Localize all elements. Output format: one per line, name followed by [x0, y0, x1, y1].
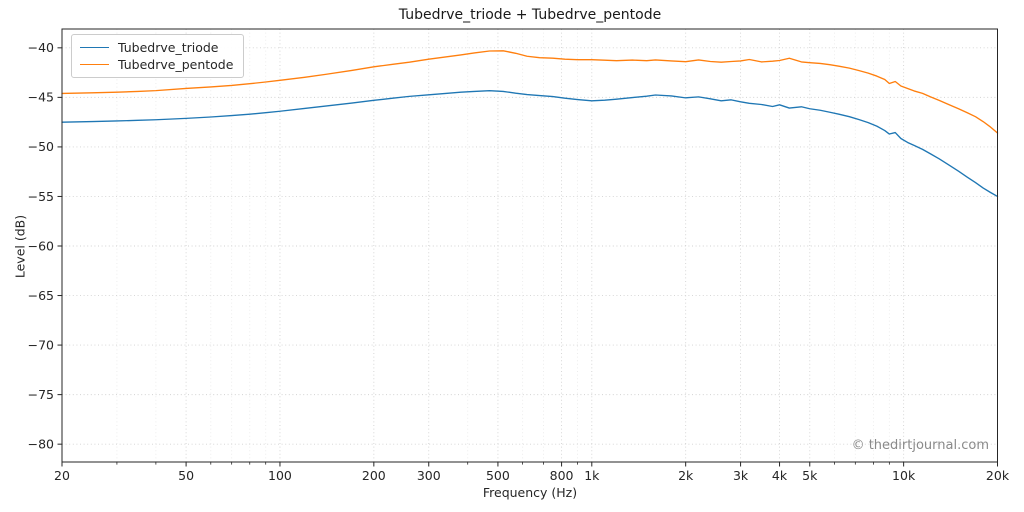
- y-axis-label: Level (dB): [12, 214, 28, 279]
- y-tick-label: −55: [28, 189, 54, 204]
- x-tick-label: 4k: [772, 468, 788, 483]
- chart-title: Tubedrve_triode + Tubedrve_pentode: [398, 7, 662, 23]
- y-tick-label: −80: [28, 436, 54, 451]
- legend-line-sample-triode: [80, 47, 109, 48]
- x-tick-label: 500: [486, 468, 510, 483]
- watermark: © thedirtjournal.com: [851, 438, 989, 453]
- x-axis-label: Frequency (Hz): [482, 485, 578, 500]
- legend-line-sample-pentode: [80, 64, 109, 65]
- x-tick-label: 800: [550, 468, 574, 483]
- y-tick-label: −70: [28, 337, 54, 352]
- x-tick-label: 1k: [584, 468, 600, 483]
- series-curve-pentode: [61, 50, 999, 134]
- x-tick-label: 20: [54, 468, 70, 483]
- x-tick-label: 3k: [733, 468, 749, 483]
- legend-item-pentode: Tubedrve_pentode: [80, 56, 233, 73]
- x-tick-label: 20k: [986, 468, 1010, 483]
- y-tick-label: −65: [28, 288, 54, 303]
- y-tick-label: −50: [28, 139, 54, 154]
- legend: Tubedrve_triode Tubedrve_pentode: [71, 34, 245, 78]
- x-tick-label: 100: [268, 468, 292, 483]
- legend-label-pentode: Tubedrve_pentode: [118, 57, 234, 72]
- axes-spines: [61, 28, 998, 463]
- legend-label-triode: Tubedrve_triode: [118, 40, 219, 55]
- y-tick-label: −60: [28, 238, 54, 253]
- x-tick-label: 200: [362, 468, 386, 483]
- x-tick-label: 300: [417, 468, 441, 483]
- y-tick-label: −40: [28, 40, 54, 55]
- x-tick-label: 50: [178, 468, 194, 483]
- legend-item-triode: Tubedrve_triode: [80, 39, 233, 56]
- y-tick-label: −75: [28, 387, 54, 402]
- x-tick-label: 5k: [802, 468, 818, 483]
- series-curve-triode: [61, 90, 999, 198]
- y-tick-label: −45: [28, 90, 54, 105]
- x-tick-label: 2k: [678, 468, 694, 483]
- x-tick-label: 10k: [892, 468, 916, 483]
